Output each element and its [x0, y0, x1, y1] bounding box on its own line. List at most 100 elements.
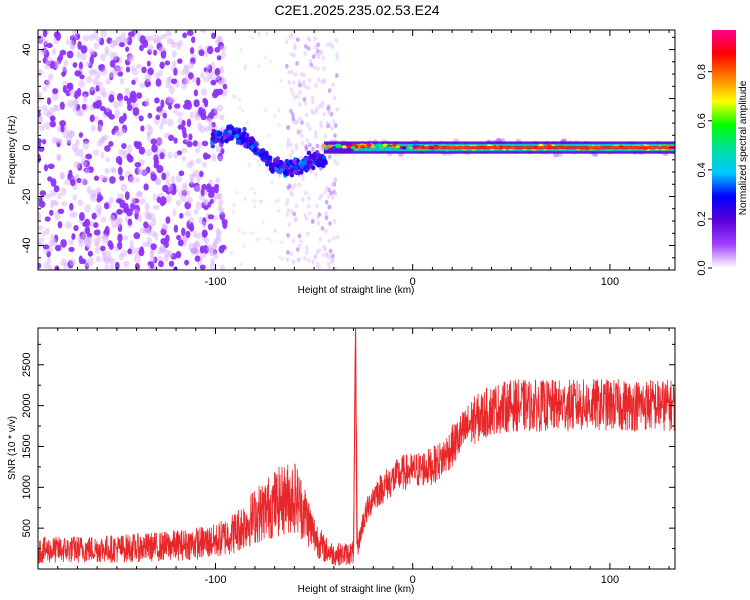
noise-blob [94, 71, 101, 80]
noise-blob [335, 73, 339, 78]
noise-blob [293, 120, 297, 125]
noise-blob [222, 83, 228, 90]
carrier-blob [444, 148, 450, 152]
noise-blob [127, 248, 133, 255]
carrier-blob [387, 146, 393, 150]
noise-blob [305, 231, 310, 237]
signal-blob [220, 139, 225, 144]
noise-blob [85, 241, 92, 249]
noise-blob [80, 45, 88, 54]
noise-blob [132, 208, 139, 214]
noise-blob [189, 111, 195, 119]
noise-blob [297, 182, 302, 188]
noise-blob [132, 102, 139, 108]
noise-blob [320, 103, 324, 108]
noise-blob [195, 201, 203, 210]
noise-blob [327, 88, 332, 93]
noise-blob [71, 233, 76, 240]
noise-blob [287, 222, 292, 228]
signal-blob [283, 170, 288, 176]
noise-blob [149, 261, 155, 269]
noise-blob [117, 66, 124, 72]
noise-blob [114, 65, 119, 75]
noise-blob [39, 47, 47, 56]
noise-blob [45, 193, 52, 199]
noise-blob [48, 107, 54, 116]
noise-blob [94, 247, 100, 254]
noise-blob [298, 82, 302, 88]
signal-blob [269, 163, 274, 169]
noise-blob [78, 132, 84, 138]
noise-blob [331, 195, 335, 200]
noise-blob [210, 79, 217, 86]
noise-blob [148, 35, 154, 42]
noise-blob [293, 95, 297, 100]
noise-blob [109, 59, 116, 68]
noise-blob [298, 89, 302, 95]
noise-blob [219, 264, 226, 270]
signal-blob [243, 143, 248, 149]
noise-blob [334, 123, 338, 128]
noise-blob [257, 163, 261, 168]
signal-blob [236, 128, 241, 134]
noise-blob [38, 225, 44, 231]
noise-blob [120, 78, 125, 85]
noise-blob [189, 222, 194, 231]
noise-blob [253, 191, 257, 196]
noise-blob [216, 55, 222, 61]
noise-blob [59, 171, 65, 180]
noise-blob [54, 211, 61, 220]
noise-blob [62, 85, 68, 94]
noise-blob [312, 65, 317, 71]
signal-blob [322, 158, 328, 164]
noise-blob [303, 51, 307, 56]
noise-blob [144, 73, 152, 83]
noise-blob [193, 89, 199, 97]
noise-blob [80, 52, 87, 61]
noise-blob [194, 110, 200, 119]
noise-blob [289, 52, 294, 57]
noise-blob [302, 96, 307, 102]
noise-blob [95, 256, 102, 263]
noise-blob [300, 133, 304, 139]
noise-blob [313, 134, 318, 140]
noise-blob [72, 62, 78, 68]
noise-blob [119, 202, 126, 209]
noise-blob [293, 46, 297, 51]
noise-blob [308, 126, 312, 131]
noise-blob [297, 129, 302, 135]
signal-blob [306, 150, 312, 156]
signal-blob [279, 160, 284, 165]
noise-blob [321, 55, 326, 61]
noise-blob [46, 97, 52, 105]
noise-blob [139, 35, 146, 45]
noise-blob [215, 227, 220, 234]
noise-blob [78, 212, 85, 221]
noise-blob [108, 71, 114, 78]
colorbar-tick-label: 0.2 [696, 211, 708, 226]
noise-blob [324, 211, 329, 216]
noise-blob [186, 30, 194, 36]
noise-blob [76, 87, 82, 97]
noise-blob [123, 36, 129, 43]
noise-blob [78, 79, 86, 88]
noise-blob [196, 232, 202, 240]
noise-blob [303, 212, 307, 218]
signal-blob [299, 163, 304, 169]
y-tick-label: 40 [21, 43, 33, 55]
noise-blob [38, 111, 41, 118]
noise-blob [119, 175, 125, 181]
noise-blob [291, 238, 296, 244]
noise-blob [314, 83, 318, 89]
noise-blob [111, 168, 117, 174]
noise-blob [249, 186, 253, 191]
signal-blob [278, 163, 284, 169]
signal-blob [249, 138, 255, 144]
noise-blob [257, 64, 261, 69]
noise-blob [144, 97, 150, 107]
noise-blob [293, 72, 298, 77]
noise-blob [280, 256, 284, 261]
noise-blob [319, 49, 324, 55]
signal-blob [224, 138, 229, 144]
carrier-blob [331, 145, 337, 150]
